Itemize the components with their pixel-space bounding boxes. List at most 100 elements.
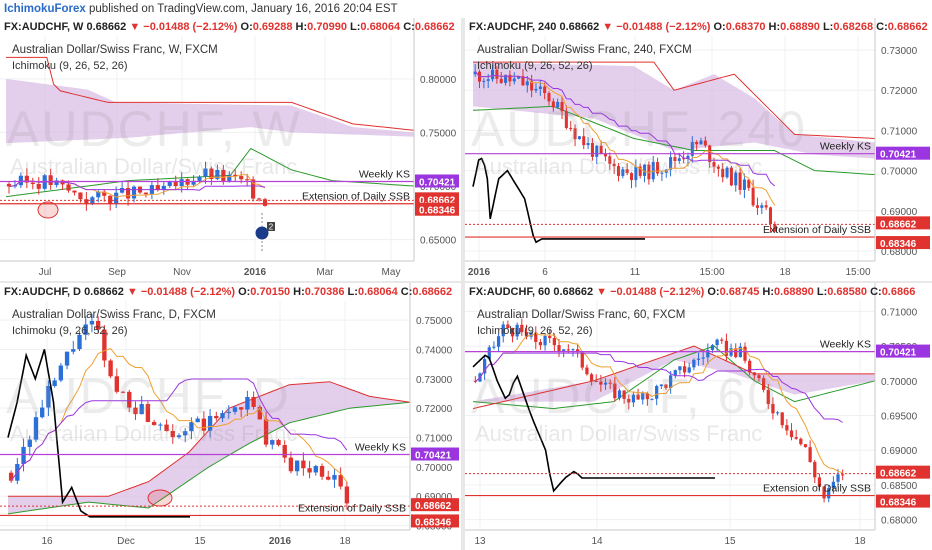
senkou-span-b-line <box>6 56 415 131</box>
candle-body <box>599 145 603 154</box>
candle-body <box>696 358 701 360</box>
ohlc-tri: ▼ <box>599 21 617 33</box>
candle-body <box>189 422 194 432</box>
last-price-tag-bg <box>876 465 930 479</box>
candle-body <box>621 169 625 176</box>
ohlc-h: 0.68890 <box>780 21 820 33</box>
candle-body <box>752 372 756 376</box>
ssb-price-tag: 0.68346 <box>880 498 917 509</box>
chart-panel-weekly[interactable]: 0.80000 0.75000 0.70000 0.65000 Jul Sep Nov 201… <box>0 18 461 281</box>
candle-body <box>245 396 250 410</box>
ohlc-chg: −0.01488 (−2.12%) <box>616 21 711 33</box>
candle-body <box>780 412 784 426</box>
x-tick-label: Dec <box>117 536 135 547</box>
y-tick-label: 0.71000 <box>881 307 918 318</box>
candle-body <box>108 195 113 204</box>
candle-body <box>102 329 107 361</box>
candle-body <box>822 486 826 499</box>
candle-body <box>233 174 238 177</box>
candle-body <box>232 407 238 412</box>
candle-body <box>761 378 766 390</box>
candle-body <box>562 349 566 351</box>
candle-body <box>645 393 650 400</box>
candle-body <box>580 352 584 368</box>
candle-body <box>738 172 742 190</box>
ohlc-c-l: C: <box>867 286 882 298</box>
ohlc-l-l: L: <box>819 21 834 33</box>
x-tick-label: May <box>382 267 401 278</box>
candle-body <box>482 80 486 82</box>
ohlc-symbol: FX:AUDCHF, W <box>4 21 84 33</box>
ohlc-symbol: FX:AUDCHF, D <box>4 286 81 298</box>
candle-body <box>33 417 39 440</box>
candle-body <box>158 424 163 426</box>
ssb-price-tag-bg <box>411 514 459 528</box>
ichimoku-cloud <box>8 381 410 514</box>
candle-body <box>120 391 126 393</box>
senkou-span-a-line <box>7 401 411 515</box>
author-link[interactable]: IchimokuForex <box>4 3 86 15</box>
weekly-ks-price-tag: 0.70421 <box>415 451 452 462</box>
chart-svg: 0.710000.705000.700000.695000.690000.685… <box>465 283 930 547</box>
ohlc-c-l: C: <box>397 286 413 298</box>
ohlc-l: 0.68580 <box>827 286 868 298</box>
candle-body <box>594 381 598 383</box>
senkou-span-a-line <box>472 105 876 176</box>
candle-body <box>525 81 529 86</box>
ohlc-o-l: O: <box>235 286 251 298</box>
candle-body <box>344 486 350 504</box>
ichimoku-cloud <box>473 62 875 159</box>
candle-body <box>521 76 525 86</box>
candle-body <box>595 145 599 157</box>
candle-body <box>706 349 710 358</box>
chart-panel-daily[interactable]: 0.75000 0.74000 0.73000 0.72000 0.71000 0.700… <box>0 283 461 550</box>
candle-body <box>582 136 586 146</box>
ohlc-symbol: FX:AUDCHF, 60 <box>469 286 551 298</box>
watermark-name: Australian Dollar/Swiss Franc <box>10 420 298 446</box>
candle-body <box>755 205 759 208</box>
candle-body <box>133 407 138 415</box>
y-tick-label: 0.70000 <box>416 463 453 474</box>
candle-body <box>764 205 768 208</box>
candle-body <box>831 481 836 489</box>
y-tick-label: 0.69000 <box>881 446 918 457</box>
candle-body <box>747 179 751 188</box>
chart-title: Australian Dollar/Swiss Franc, 60, FXCM <box>477 309 686 321</box>
x-tick-label: 2016 <box>468 267 491 278</box>
candle-body <box>276 440 281 446</box>
candle-body <box>622 390 626 399</box>
candle-body <box>841 474 845 476</box>
candle-body <box>227 174 232 181</box>
ohlc-h-l: H: <box>292 21 308 33</box>
candle-body <box>789 430 794 438</box>
candle-body <box>627 398 631 403</box>
candle-body <box>89 320 95 325</box>
x-tick-label: 15 <box>194 536 206 547</box>
chart-panel-240[interactable]: 0.73000 0.72000 0.71000 0.70000 0.69000 0.680… <box>465 18 932 281</box>
last-price-tag: 0.68662 <box>415 501 452 512</box>
x-tick-label: 2016 <box>269 536 292 547</box>
candle-body <box>257 406 263 420</box>
y-tick-label: 0.65000 <box>420 236 457 247</box>
candle-body <box>83 324 88 335</box>
ohlc-header: FX:AUDCHF, D 0.68662 ▼ −0.01488 (−2.12%)… <box>4 283 452 301</box>
candle-body <box>794 437 798 439</box>
candle-body <box>808 447 812 462</box>
candle-body <box>127 391 132 408</box>
ohlc-h-l: H: <box>290 286 305 298</box>
daily-ssb-label: Extension of Daily SSB <box>763 224 871 236</box>
candle-body <box>473 71 477 75</box>
candle-body <box>179 179 184 187</box>
chart-panel-60[interactable]: 0.710000.705000.700000.695000.690000.685… <box>465 283 932 550</box>
last-price-tag: 0.68662 <box>880 219 917 230</box>
candle-body <box>625 169 629 174</box>
chart-svg: 0.80000 0.75000 0.70000 0.65000 Jul Sep Nov 201… <box>0 18 459 278</box>
candle-body <box>613 383 617 399</box>
candle-body <box>72 190 77 193</box>
candle-body <box>114 376 119 392</box>
candle-body <box>538 86 542 89</box>
candle-body <box>58 365 64 381</box>
candle-body <box>673 157 677 161</box>
y-tick-label: 0.75000 <box>420 128 457 139</box>
candle-body <box>251 396 256 407</box>
